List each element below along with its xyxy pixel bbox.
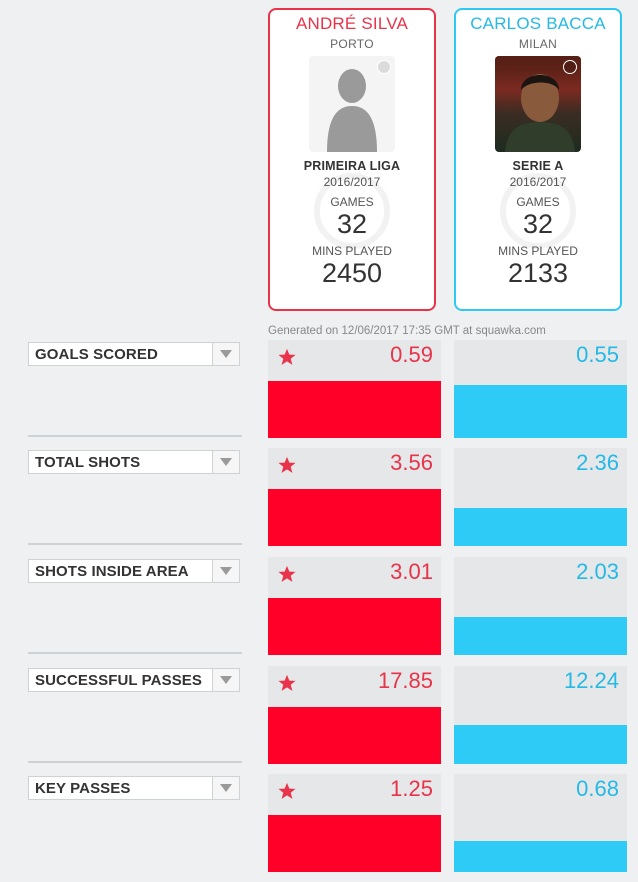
- player2-stat-cell: 0.55: [454, 340, 627, 438]
- player1-bar: [268, 381, 441, 438]
- player2-bar: [454, 385, 627, 438]
- metric-select[interactable]: SUCCESSFUL PASSES: [28, 668, 240, 692]
- chevron-down-icon: [220, 676, 232, 684]
- player2-value: 2.03: [576, 559, 619, 584]
- row-divider: [28, 652, 242, 654]
- competition-label: PRIMEIRA LIGA: [303, 159, 401, 173]
- player1-stat-cell: 3.56: [268, 448, 441, 546]
- chevron-down-icon: [220, 350, 232, 358]
- player-club: PORTO: [330, 37, 374, 51]
- player-photo-placeholder: [309, 56, 395, 152]
- dropdown-toggle[interactable]: [212, 669, 239, 691]
- player-card-1[interactable]: ANDRÉ SILVA PORTO PRIMEIRA LIGA 2016/201…: [268, 8, 436, 311]
- generated-note: Generated on 12/06/2017 17:35 GMT at squ…: [268, 325, 546, 337]
- player1-bar: [268, 598, 441, 655]
- star-icon: [278, 565, 296, 582]
- player2-value: 2.36: [576, 450, 619, 475]
- player-card-2[interactable]: CARLOS BACCA MILAN SERIE A 2016/2017 GAM…: [454, 8, 622, 311]
- player1-value: 1.25: [390, 776, 433, 801]
- player1-value: 3.56: [390, 450, 433, 475]
- player1-value: 0.59: [390, 342, 433, 367]
- metric-select[interactable]: KEY PASSES: [28, 776, 240, 800]
- star-icon: [278, 674, 296, 691]
- player2-stat-cell: 2.36: [454, 448, 627, 546]
- row-divider: [28, 543, 242, 545]
- metric-label: KEY PASSES: [35, 780, 131, 797]
- player1-stat-cell: 0.59: [268, 340, 441, 438]
- competition-label: SERIE A: [512, 159, 564, 173]
- player2-bar: [454, 725, 627, 764]
- star-icon: [278, 456, 296, 473]
- dropdown-toggle[interactable]: [212, 451, 239, 473]
- star-icon: [278, 348, 296, 365]
- player1-bar: [268, 815, 441, 872]
- metric-label: GOALS SCORED: [35, 346, 158, 363]
- metric-label: TOTAL SHOTS: [35, 454, 141, 471]
- mins-played-value: 2133: [507, 258, 569, 288]
- player2-stat-cell: 2.03: [454, 557, 627, 655]
- player1-bar: [268, 489, 441, 546]
- player-portrait: [495, 56, 581, 152]
- player-name[interactable]: CARLOS BACCA: [470, 14, 606, 33]
- player1-stat-cell: 3.01: [268, 557, 441, 655]
- star-icon: [278, 782, 296, 799]
- mins-played-label: MINS PLAYED: [498, 244, 578, 258]
- player1-value: 3.01: [390, 559, 433, 584]
- silhouette-icon: [327, 69, 377, 152]
- player-club: MILAN: [518, 37, 558, 51]
- change-player-icon[interactable]: [563, 60, 577, 74]
- chevron-down-icon: [220, 784, 232, 792]
- player1-bar: [268, 707, 441, 764]
- player2-value: 12.24: [563, 668, 619, 693]
- player2-bar: [454, 508, 627, 546]
- row-divider: [28, 761, 242, 763]
- watermark-logo: [314, 173, 390, 249]
- player2-bar: [454, 617, 627, 655]
- player-name[interactable]: ANDRÉ SILVA: [295, 14, 409, 33]
- player2-value: 0.55: [576, 342, 619, 367]
- change-player-icon[interactable]: [377, 60, 391, 74]
- player1-stat-cell: 1.25: [268, 774, 441, 872]
- player2-bar: [454, 841, 627, 872]
- player1-stat-cell: 17.85: [268, 666, 441, 764]
- metric-label: SHOTS INSIDE AREA: [35, 563, 189, 580]
- mins-played-value: 2450: [321, 258, 383, 288]
- metric-select[interactable]: SHOTS INSIDE AREA: [28, 559, 240, 583]
- metric-select[interactable]: TOTAL SHOTS: [28, 450, 240, 474]
- player1-value: 17.85: [377, 668, 433, 693]
- metric-label: SUCCESSFUL PASSES: [35, 672, 203, 689]
- dropdown-toggle[interactable]: [212, 777, 239, 799]
- mins-played-label: MINS PLAYED: [312, 244, 392, 258]
- chevron-down-icon: [220, 458, 232, 466]
- dropdown-toggle[interactable]: [212, 343, 239, 365]
- player2-stat-cell: 12.24: [454, 666, 627, 764]
- player-photo: [495, 56, 581, 152]
- watermark-logo: [500, 173, 576, 249]
- row-divider: [28, 435, 242, 437]
- dropdown-toggle[interactable]: [212, 560, 239, 582]
- player2-value: 0.68: [576, 776, 619, 801]
- metric-select[interactable]: GOALS SCORED: [28, 342, 240, 366]
- player2-stat-cell: 0.68: [454, 774, 627, 872]
- chevron-down-icon: [220, 567, 232, 575]
